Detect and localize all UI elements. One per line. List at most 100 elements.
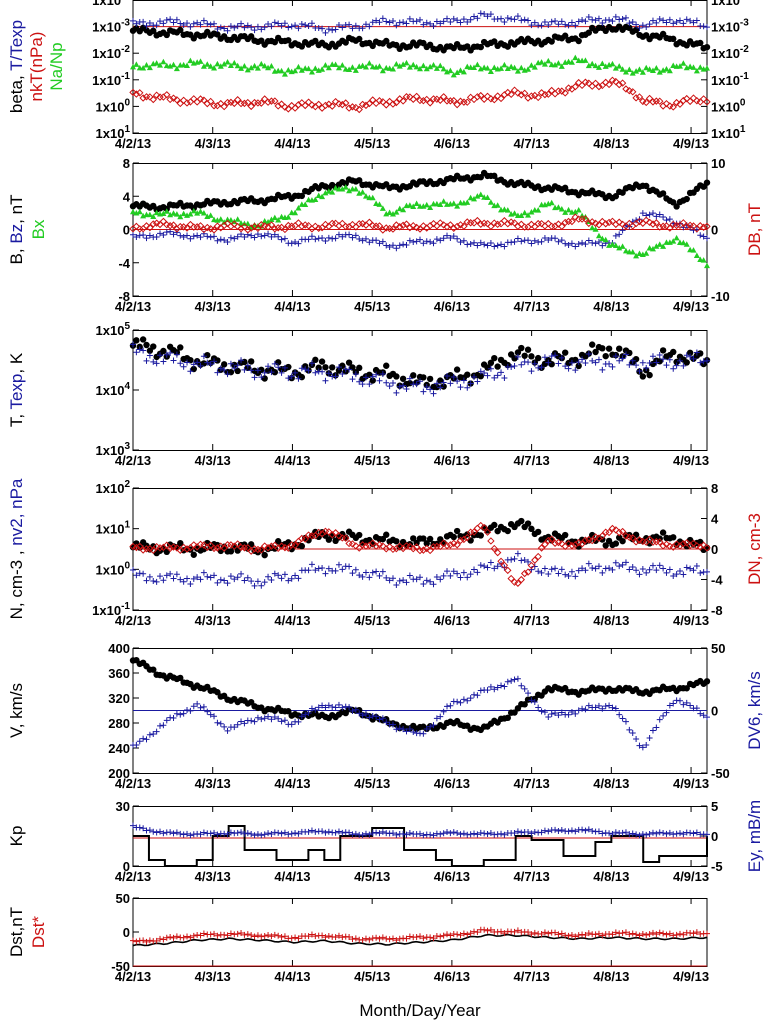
series-DB	[129, 213, 711, 234]
data-point	[626, 349, 633, 357]
tick-label: 1x104	[96, 381, 131, 398]
data-point	[379, 934, 386, 941]
data-point	[214, 932, 221, 939]
data-point	[598, 532, 607, 540]
data-point	[619, 16, 626, 23]
data-point	[146, 19, 153, 26]
data-point	[163, 351, 170, 358]
data-point	[258, 60, 265, 67]
series-Na/Np	[130, 54, 710, 78]
data-point	[356, 706, 363, 714]
data-point	[653, 724, 660, 731]
data-point	[635, 93, 644, 101]
data-point	[281, 225, 289, 234]
data-point	[599, 60, 606, 66]
data-point	[562, 932, 569, 939]
data-point	[163, 17, 170, 24]
data-point	[146, 573, 153, 580]
data-point	[298, 192, 306, 200]
data-point	[562, 363, 569, 370]
data-point	[572, 22, 579, 29]
data-point	[487, 68, 494, 74]
data-point	[224, 238, 231, 245]
data-point	[575, 359, 582, 366]
data-point	[535, 207, 542, 213]
data-point	[190, 575, 197, 582]
x-tick-label: 4/6/13	[434, 136, 470, 151]
data-point	[194, 19, 201, 26]
data-point	[315, 192, 322, 199]
data-point	[409, 221, 417, 230]
data-point	[244, 66, 251, 73]
data-point	[605, 345, 613, 352]
data-point	[376, 19, 383, 26]
data-point	[636, 250, 643, 256]
data-point	[612, 526, 620, 534]
data-point	[170, 61, 177, 68]
data-point	[356, 531, 363, 539]
x-tick-label: 4/4/13	[274, 299, 310, 314]
data-point	[369, 19, 376, 26]
data-point	[525, 212, 532, 218]
data-point	[659, 222, 667, 230]
data-point	[697, 39, 704, 47]
data-point	[616, 711, 623, 718]
data-point	[450, 15, 457, 22]
data-point	[484, 194, 491, 200]
data-point	[575, 206, 582, 213]
data-point	[190, 207, 197, 214]
data-point	[440, 708, 447, 715]
data-point	[221, 830, 228, 837]
series-T/Texp	[130, 10, 710, 36]
data-point	[308, 360, 315, 367]
data-point	[376, 935, 383, 942]
data-point	[136, 225, 144, 233]
data-point	[183, 545, 191, 553]
data-point	[643, 931, 650, 938]
data-point	[527, 92, 536, 100]
data-point	[413, 18, 420, 25]
data-point	[227, 217, 234, 223]
data-point	[450, 533, 457, 541]
data-point	[413, 576, 420, 583]
data-point	[524, 520, 532, 527]
data-point	[467, 241, 474, 248]
data-point	[234, 362, 241, 369]
data-point	[696, 543, 704, 551]
data-point	[704, 262, 710, 269]
data-point	[170, 715, 177, 722]
data-point	[700, 257, 707, 263]
data-point	[507, 90, 515, 99]
data-point	[555, 931, 562, 938]
data-point	[258, 233, 265, 240]
data-point	[275, 364, 282, 371]
data-point	[690, 355, 697, 362]
data-point	[504, 714, 511, 722]
data-point	[585, 62, 592, 69]
data-point	[693, 17, 700, 24]
data-point	[389, 65, 396, 72]
data-point	[558, 709, 565, 716]
data-point	[173, 933, 180, 940]
data-point	[238, 829, 245, 836]
data-point	[149, 95, 157, 104]
data-point	[477, 521, 485, 530]
data-point	[342, 534, 350, 542]
data-point	[490, 96, 498, 104]
data-point	[399, 375, 407, 382]
data-point	[450, 200, 457, 206]
data-point	[470, 528, 478, 536]
data-point	[167, 829, 174, 836]
data-point	[477, 562, 484, 569]
data-point	[690, 19, 697, 26]
data-point	[548, 566, 555, 573]
data-point	[129, 88, 137, 97]
data-point	[575, 707, 582, 714]
data-point	[531, 91, 539, 100]
data-point	[585, 350, 592, 357]
data-point	[484, 65, 491, 71]
data-point	[207, 361, 214, 368]
data-point	[410, 203, 417, 210]
data-point	[467, 537, 474, 544]
x-tick-label: 4/6/13	[434, 969, 470, 984]
